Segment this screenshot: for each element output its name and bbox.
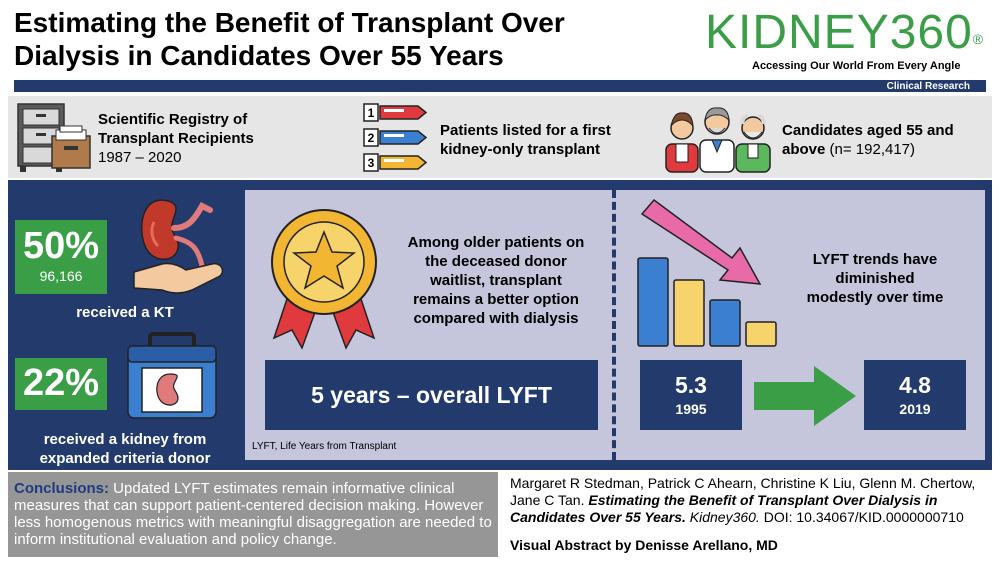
logo-registered-mark: ® (972, 31, 985, 47)
trend-text: LYFT trends have diminished modestly ove… (790, 250, 960, 307)
lyft-2019-year: 2019 (899, 401, 931, 417)
lyft-2019-value: 4.8 (899, 372, 931, 398)
citation-authors: Margaret R Stedman, Patrick C Ahearn, Ch… (510, 475, 976, 508)
lyft-1995-value: 5.3 (675, 372, 707, 398)
right-arrow-icon (754, 366, 856, 426)
ecd-label-line-2: expanded criteria donor (39, 450, 211, 467)
lyft-1995-year: 1995 (675, 401, 707, 417)
patients-info: Patients listed for a first kidney-only … (440, 121, 611, 159)
registry-line-2: Transplant Recipients (98, 130, 254, 147)
candidates-count: (n= 192,417) (829, 141, 916, 158)
kt-count: 96,166 (39, 268, 83, 284)
finding-line-2: the deceased donor (425, 253, 567, 270)
journal-tagline: Accessing Our World From Every Angle (752, 60, 961, 72)
trend-line-3: modestly over time (806, 289, 944, 306)
registry-line-1: Scientific Registry of (98, 111, 248, 128)
journal-logo: KIDNEY360® (705, 6, 984, 60)
candidates-info: Candidates aged 55 and above (n= 192,417… (782, 121, 954, 159)
candidates-line-2: above (782, 141, 826, 158)
star-medal-icon (271, 209, 377, 350)
info-band (8, 96, 992, 178)
registry-years: 1987 – 2020 (98, 149, 182, 166)
title-line-2: Dialysis in Candidates Over 55 Years (14, 40, 504, 71)
header-divider (14, 80, 986, 92)
lyft-1995-box: 5.3 1995 (640, 360, 742, 430)
conclusions-box: Conclusions: Updated LYFT estimates rema… (8, 472, 498, 557)
ecd-label-line-1: received a kidney from (43, 431, 207, 448)
declining-bar-chart-icon (637, 198, 777, 347)
numbered-list-icon: 1 2 3 (363, 103, 428, 172)
finding-line-3: waitlist, transplant (430, 272, 562, 289)
logo-text: KIDNEY360 (705, 6, 973, 59)
finding-line-1: Among older patients on (407, 234, 585, 251)
candidates-line-1: Candidates aged 55 and (782, 122, 954, 139)
conclusions-text: Updated LYFT estimates remain informativ… (14, 480, 492, 548)
panel-divider (612, 190, 616, 460)
trend-line-1: LYFT trends have (812, 251, 938, 268)
page-title: Estimating the Benefit of Transplant Ove… (14, 6, 654, 72)
kt-percent: 50% (22, 225, 100, 267)
citation-title: Estimating the Benefit of Transplant Ove… (510, 492, 938, 525)
elderly-people-icon (665, 107, 771, 173)
finding-text: Among older patients on the deceased don… (390, 233, 602, 328)
finding-line-4: remains a better option (413, 291, 579, 308)
kidney-cooler-icon (127, 332, 217, 419)
finding-line-5: compared with dialysis (413, 310, 579, 327)
list-number-1: 1 (368, 106, 375, 120)
title-line-1: Estimating the Benefit of Transplant Ove… (14, 7, 565, 38)
citation-doi: DOI: 10.34067/KID.0000000710 (763, 509, 964, 525)
section-label: Clinical Research (886, 81, 970, 92)
patients-line-2: kidney-only transplant (440, 141, 601, 158)
kt-label: received a KT (76, 304, 174, 321)
registry-info: Scientific Registry of Transplant Recipi… (98, 110, 254, 167)
patients-line-1: Patients listed for a first (440, 122, 611, 139)
kidney-hand-icon (133, 199, 224, 294)
kt-stat-badge: 50% 96,166 (15, 220, 107, 294)
visual-abstract-credit: Visual Abstract by Denisse Arellano, MD (510, 537, 778, 553)
list-number-3: 3 (368, 156, 375, 170)
ecd-percent: 22% (22, 362, 100, 404)
list-number-2: 2 (368, 131, 375, 145)
ecd-label: received a kidney from expanded criteria… (15, 430, 235, 468)
trend-line-2: diminished (835, 270, 915, 287)
lyft-2019-box: 4.8 2019 (864, 360, 966, 430)
citation: Margaret R Stedman, Patrick C Ahearn, Ch… (510, 475, 990, 526)
citation-journal: Kidney360. (689, 509, 760, 525)
conclusions-label: Conclusions: (14, 480, 110, 497)
overall-lyft-box: 5 years – overall LYFT (265, 360, 598, 430)
lyft-footnote: LYFT, Life Years from Transplant (252, 441, 397, 452)
ecd-stat-badge: 22% (15, 358, 107, 410)
file-cabinet-icon (17, 103, 91, 172)
